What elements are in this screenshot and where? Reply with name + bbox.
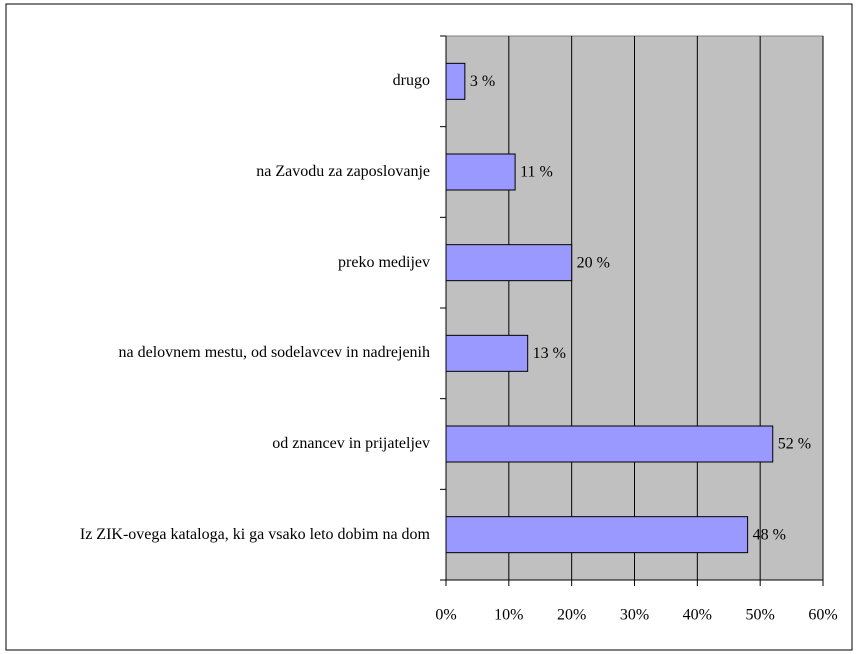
category-label-box: Iz ZIK-ovega kataloga, ki ga vsako leto … (10, 489, 430, 580)
bar (445, 244, 573, 282)
category-label-box: drugo (10, 36, 430, 127)
y-tick-label: od znancev in prijateljev (272, 434, 430, 452)
x-tick-label: 20% (557, 607, 586, 624)
x-tick-label: 30% (620, 607, 649, 624)
bar (445, 334, 529, 372)
bar (445, 425, 774, 463)
data-label: 52 % (778, 436, 811, 453)
y-tick-label: preko medijev (338, 253, 430, 271)
bar (445, 153, 516, 191)
category-label-box: na delovnem mestu, od sodelavcev in nadr… (10, 308, 430, 399)
data-label: 3 % (470, 73, 495, 90)
category-label-box: od znancev in prijateljev (10, 399, 430, 490)
x-tick-label: 60% (808, 607, 837, 624)
x-tick-label: 50% (746, 607, 775, 624)
y-tick-label: na delovnem mestu, od sodelavcev in nadr… (118, 344, 430, 362)
x-tick-label: 10% (494, 607, 523, 624)
data-label: 11 % (520, 164, 553, 181)
x-tick-label: 40% (683, 607, 712, 624)
x-tick-label: 0% (435, 607, 456, 624)
data-label: 13 % (533, 345, 566, 362)
data-label: 20 % (577, 254, 610, 271)
bar (445, 62, 466, 100)
bar (445, 516, 749, 554)
y-tick-label: Iz ZIK-ovega kataloga, ki ga vsako leto … (79, 525, 430, 543)
y-tick-label: drugo (392, 72, 430, 90)
data-label: 48 % (753, 526, 786, 543)
y-tick-label: na Zavodu za zaposlovanje (256, 162, 430, 180)
category-label-box: na Zavodu za zaposlovanje (10, 127, 430, 218)
category-label-box: preko medijev (10, 217, 430, 308)
